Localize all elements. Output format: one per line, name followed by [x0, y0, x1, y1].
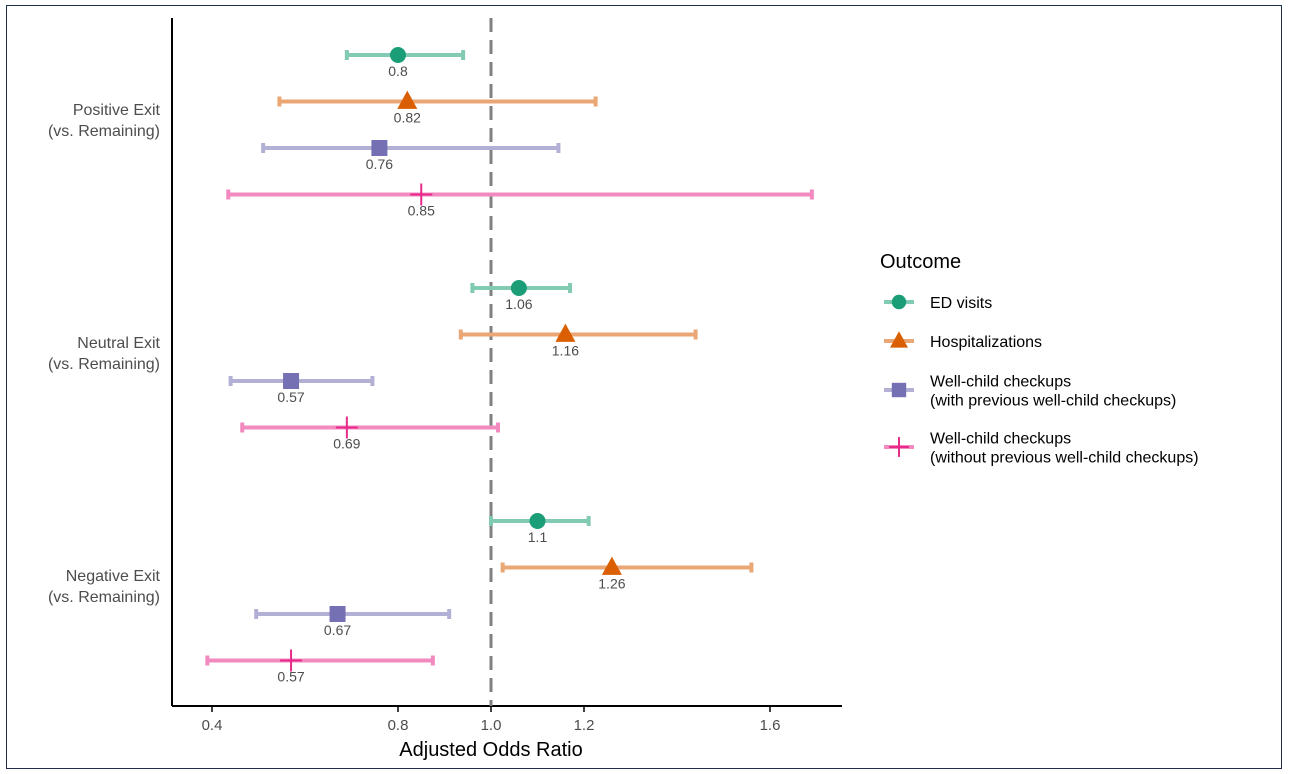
data-label: 1.1 — [528, 529, 548, 545]
y-tick-label: Positive Exit (vs. Remaining) — [48, 102, 161, 140]
estimate-row: 0.69 — [240, 416, 500, 452]
point-estimate — [601, 556, 622, 575]
data-label: 0.69 — [333, 436, 360, 452]
point-estimate — [555, 323, 576, 342]
point-estimate — [390, 47, 406, 63]
y-tick-label-line: (vs. Remaining) — [48, 356, 160, 373]
x-axis-title: Adjusted Odds Ratio — [399, 739, 582, 761]
y-tick-label: Neutral Exit (vs. Remaining) — [48, 335, 161, 373]
y-tick-label: Negative Exit (vs. Remaining) — [48, 568, 161, 606]
x-tick-label: 1.6 — [760, 717, 781, 734]
point-estimate — [329, 606, 346, 622]
legend-key-marker — [889, 437, 909, 457]
data-label: 0.82 — [394, 110, 421, 126]
estimate-row: 0.57 — [205, 649, 435, 685]
x-tick-label: 0.8 — [388, 717, 409, 734]
legend-key-marker — [891, 382, 907, 398]
estimate-row: 1.1 — [489, 513, 591, 545]
data-label: 1.06 — [505, 296, 532, 312]
legend-label-line: Well-child checkups — [930, 374, 1071, 391]
legend-label: ED visits — [930, 295, 992, 312]
legend: Outcome ED visits Hospitalizations Well-chi… — [880, 251, 1199, 467]
legend-label-line: (without previous well-child checkups) — [930, 450, 1199, 467]
legend-label: Hospitalizations — [930, 334, 1042, 351]
legend-title: Outcome — [880, 251, 961, 273]
point-estimate — [335, 416, 358, 439]
data-label: 0.85 — [408, 203, 435, 219]
estimate-row: 0.85 — [226, 183, 814, 219]
data-label: 0.8 — [388, 63, 408, 79]
point-estimate — [510, 280, 527, 296]
data-label: 1.26 — [598, 576, 625, 592]
estimate-row: 0.67 — [254, 606, 452, 638]
point-estimate — [371, 140, 388, 156]
legend-label-line: Well-child checkups — [930, 431, 1071, 448]
data-label: 0.57 — [277, 669, 304, 685]
point-estimate — [529, 513, 546, 529]
data-label: 0.76 — [366, 156, 393, 172]
y-tick-label-line: (vs. Remaining) — [48, 589, 160, 606]
estimate-row: 0.82 — [277, 90, 598, 126]
point-estimate — [397, 90, 418, 109]
point-estimate — [283, 373, 300, 389]
x-tick-label: 1.2 — [574, 717, 595, 734]
estimate-row: 1.06 — [470, 280, 573, 312]
legend-item: Well-child checkups (with previous well-c… — [884, 374, 1176, 410]
estimate-row: 1.26 — [500, 556, 754, 592]
legend-item: Hospitalizations — [884, 331, 1042, 351]
estimate-row: 0.76 — [261, 140, 561, 172]
legend-label-line: (with previous well-child checkups) — [930, 393, 1176, 410]
point-estimate — [410, 183, 433, 206]
legend-label: Well-child checkups (with previous well-c… — [930, 374, 1176, 410]
x-tick-label: 1.0 — [481, 717, 502, 734]
estimate-row: 0.57 — [228, 373, 375, 405]
legend-key-marker — [891, 294, 907, 310]
y-tick-label-line: Neutral Exit — [77, 335, 160, 352]
estimate-row: 1.16 — [458, 323, 698, 359]
data-label: 0.67 — [324, 622, 351, 638]
y-tick-label-line: Positive Exit — [73, 102, 161, 119]
legend-item: ED visits — [884, 294, 992, 312]
legend-label-line: ED visits — [930, 295, 992, 312]
legend-key-marker — [890, 331, 908, 348]
legend-label: Well-child checkups (without previous wel… — [930, 431, 1199, 467]
y-tick-label-line: Negative Exit — [66, 568, 161, 585]
legend-item: Well-child checkups (without previous wel… — [884, 431, 1199, 467]
legend-label-line: Hospitalizations — [930, 334, 1042, 351]
y-tick-label-line: (vs. Remaining) — [48, 123, 160, 140]
data-label: 1.16 — [552, 343, 579, 359]
data-label: 0.57 — [277, 389, 304, 405]
figure-frame — [6, 5, 1282, 769]
estimate-row: 0.8 — [344, 47, 466, 79]
x-tick-label: 0.4 — [202, 717, 223, 734]
point-estimate — [280, 649, 303, 672]
